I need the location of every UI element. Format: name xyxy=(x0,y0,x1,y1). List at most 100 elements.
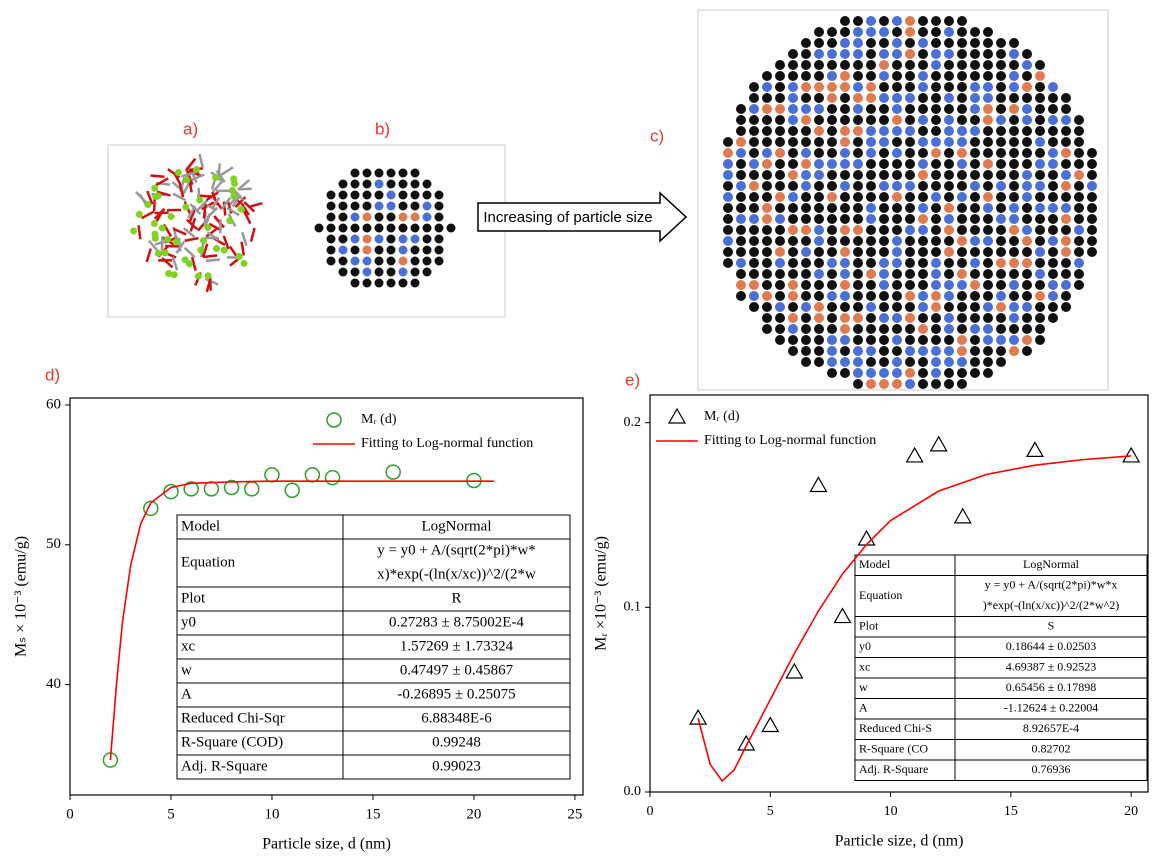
atom xyxy=(749,280,759,290)
table-value: )*exp(-(ln(x/xc))^2/(2*w^2) xyxy=(983,598,1120,612)
atom xyxy=(866,258,876,268)
atom xyxy=(944,379,954,389)
atom xyxy=(905,280,915,290)
atom xyxy=(931,313,941,323)
atom xyxy=(853,93,863,103)
atom xyxy=(801,214,811,224)
atom xyxy=(351,202,360,211)
atom xyxy=(182,204,189,211)
atom xyxy=(399,257,408,266)
atom xyxy=(905,115,915,125)
atom xyxy=(892,16,902,26)
atom xyxy=(996,126,1006,136)
atom xyxy=(749,236,759,246)
atom xyxy=(996,324,1006,334)
atom xyxy=(814,335,824,345)
atom xyxy=(905,159,915,169)
atom xyxy=(970,82,980,92)
atom xyxy=(1061,137,1071,147)
atom xyxy=(1061,148,1071,158)
atom xyxy=(944,357,954,367)
atom xyxy=(931,192,941,202)
atom xyxy=(957,71,967,81)
atom xyxy=(905,324,915,334)
atom xyxy=(970,280,980,290)
atom xyxy=(788,214,798,224)
atom xyxy=(762,291,772,301)
atom xyxy=(983,104,993,114)
atom xyxy=(1087,214,1097,224)
table-value: R xyxy=(451,590,461,606)
atom xyxy=(1035,324,1045,334)
atom xyxy=(1074,225,1084,235)
atom xyxy=(944,115,954,125)
atom xyxy=(375,257,384,266)
atom xyxy=(918,104,928,114)
atom xyxy=(801,313,811,323)
atom xyxy=(866,49,876,59)
atom xyxy=(827,60,837,70)
atom xyxy=(931,38,941,48)
atom xyxy=(230,175,237,182)
data-point xyxy=(245,482,259,496)
atom xyxy=(970,225,980,235)
atom xyxy=(723,247,733,257)
atom xyxy=(736,236,746,246)
atom xyxy=(996,192,1006,202)
atom xyxy=(399,169,408,178)
atom xyxy=(944,49,954,59)
atom xyxy=(853,214,863,224)
atom xyxy=(879,181,889,191)
atom xyxy=(1022,170,1032,180)
atom xyxy=(814,148,824,158)
atom xyxy=(944,170,954,180)
atom xyxy=(387,246,396,255)
atom xyxy=(944,82,954,92)
atom xyxy=(957,170,967,180)
atom xyxy=(866,181,876,191)
atom xyxy=(749,104,759,114)
atom xyxy=(892,291,902,301)
atom xyxy=(363,235,372,244)
atom xyxy=(931,82,941,92)
atom xyxy=(840,49,850,59)
atom xyxy=(879,159,889,169)
atom xyxy=(339,246,348,255)
atom xyxy=(749,148,759,158)
atom xyxy=(801,137,811,147)
atom xyxy=(1035,170,1045,180)
atom xyxy=(996,82,1006,92)
atom xyxy=(775,137,785,147)
table-value: x)*exp(-(ln(x/xc))^2/(2*w xyxy=(377,566,536,582)
atom xyxy=(996,335,1006,345)
atom xyxy=(996,159,1006,169)
atom xyxy=(736,104,746,114)
data-point xyxy=(907,448,923,462)
atom xyxy=(905,302,915,312)
atom xyxy=(363,268,372,277)
atom xyxy=(775,93,785,103)
atom xyxy=(944,313,954,323)
atom xyxy=(814,104,824,114)
atom xyxy=(723,214,733,224)
table-value: 0.76936 xyxy=(1032,762,1071,776)
atom xyxy=(996,71,1006,81)
atom xyxy=(853,126,863,136)
atom xyxy=(801,38,811,48)
atom xyxy=(775,225,785,235)
atom xyxy=(788,236,798,246)
atom xyxy=(918,93,928,103)
atom xyxy=(892,181,902,191)
bond xyxy=(219,163,220,177)
atom xyxy=(879,368,889,378)
atom xyxy=(788,115,798,125)
atom xyxy=(892,258,902,268)
table-key: w xyxy=(859,680,868,694)
atom xyxy=(853,346,863,356)
atom xyxy=(918,346,928,356)
atom xyxy=(840,214,850,224)
atom xyxy=(775,335,785,345)
atom xyxy=(195,273,202,280)
atom xyxy=(1061,115,1071,125)
atom xyxy=(853,27,863,37)
